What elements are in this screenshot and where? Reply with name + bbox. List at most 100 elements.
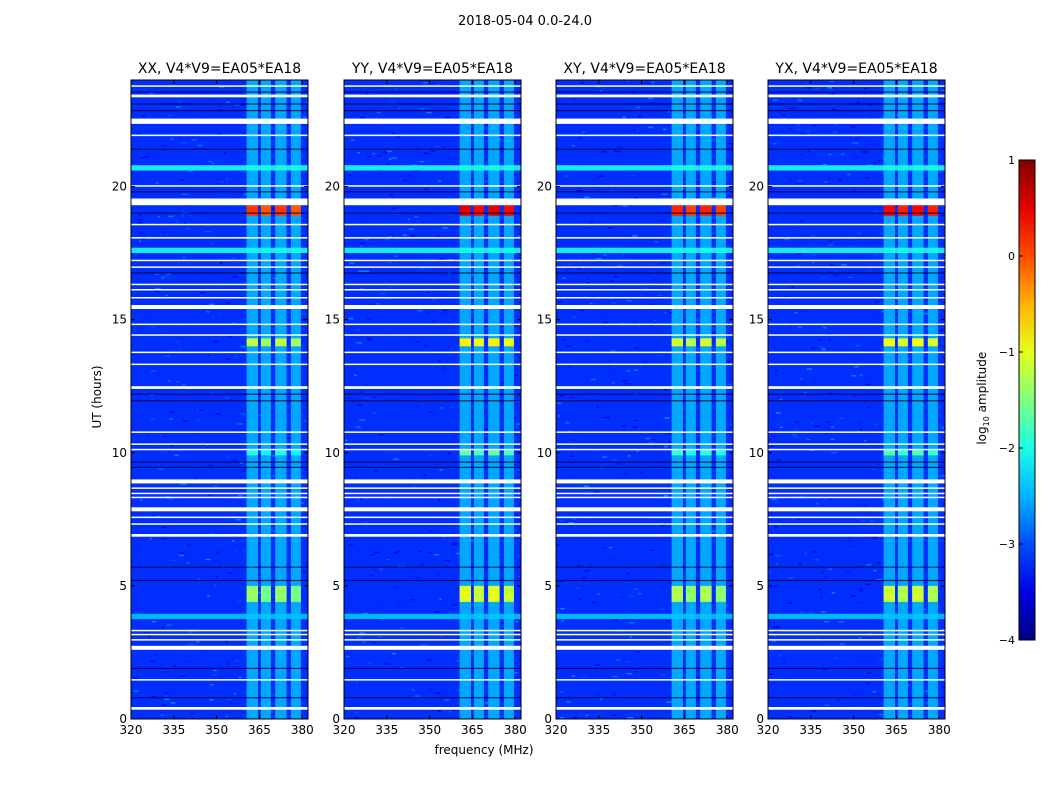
flagged-row bbox=[556, 431, 733, 433]
noise-speck bbox=[410, 599, 416, 601]
noise-speck bbox=[824, 576, 827, 579]
broadband-event-0 bbox=[768, 247, 945, 253]
noise-speck bbox=[139, 232, 145, 235]
flagged-row bbox=[768, 523, 945, 525]
flagged-row bbox=[131, 492, 308, 495]
noise-speck bbox=[380, 292, 386, 295]
noise-speck bbox=[665, 253, 671, 255]
noise-speck bbox=[599, 698, 603, 700]
y-tick-label: 20 bbox=[537, 180, 552, 194]
noise-speck bbox=[155, 182, 160, 184]
noise-speck bbox=[225, 715, 228, 717]
noise-speck bbox=[456, 267, 461, 269]
noise-speck bbox=[571, 675, 576, 677]
noise-speck bbox=[667, 582, 673, 584]
flagged-row bbox=[556, 259, 733, 262]
rfi-band-0 bbox=[883, 80, 895, 719]
noise-speck bbox=[442, 309, 448, 311]
colorbar-tick-label: −2 bbox=[999, 442, 1015, 455]
noise-speck bbox=[711, 181, 717, 184]
noise-speck bbox=[258, 197, 264, 199]
noise-speck bbox=[196, 419, 202, 421]
noise-speck bbox=[806, 368, 812, 370]
noise-speck bbox=[213, 340, 218, 343]
noise-speck bbox=[583, 133, 586, 136]
noise-speck bbox=[412, 333, 415, 335]
noise-speck bbox=[869, 632, 873, 635]
noise-speck bbox=[597, 593, 600, 595]
noise-speck bbox=[457, 689, 461, 691]
noise-speck bbox=[205, 558, 211, 561]
flagged-row bbox=[131, 516, 308, 519]
noise-speck bbox=[175, 341, 180, 343]
rfi-block bbox=[897, 205, 908, 216]
broadband-event-2 bbox=[344, 613, 521, 620]
x-tick-label: 380 bbox=[716, 723, 739, 737]
noise-speck bbox=[455, 552, 462, 555]
flagged-row bbox=[768, 198, 945, 206]
noise-speck bbox=[813, 290, 817, 292]
noise-speck bbox=[146, 563, 152, 566]
noise-speck bbox=[354, 716, 359, 719]
noise-speck bbox=[366, 156, 371, 158]
noise-speck bbox=[894, 468, 900, 470]
flagged-row bbox=[768, 633, 945, 636]
flagged-row bbox=[131, 534, 308, 537]
x-tick-label: 350 bbox=[842, 723, 865, 737]
flagged-row bbox=[344, 443, 521, 445]
noise-speck bbox=[858, 637, 862, 639]
flagged-row bbox=[556, 516, 733, 519]
noise-speck bbox=[817, 176, 821, 178]
noise-speck bbox=[621, 380, 628, 382]
noise-speck bbox=[590, 221, 594, 223]
noise-speck bbox=[851, 375, 856, 377]
noise-speck bbox=[829, 454, 832, 456]
noise-speck bbox=[161, 231, 166, 233]
flagged-row bbox=[131, 479, 308, 484]
flagged-row bbox=[768, 94, 945, 98]
rfi-band-0 bbox=[246, 80, 258, 719]
flagged-row bbox=[131, 323, 308, 326]
noise-speck bbox=[174, 454, 179, 456]
noise-speck bbox=[357, 404, 362, 407]
noise-speck bbox=[398, 565, 401, 568]
dark-line bbox=[344, 461, 521, 463]
flagged-row bbox=[131, 305, 308, 309]
noise-speck bbox=[586, 277, 589, 280]
noise-speck bbox=[205, 446, 209, 448]
noise-speck bbox=[867, 672, 872, 674]
noise-speck bbox=[161, 526, 167, 528]
noise-speck bbox=[859, 374, 864, 376]
noise-speck bbox=[796, 265, 801, 267]
noise-speck bbox=[391, 157, 397, 159]
noise-speck bbox=[616, 659, 621, 661]
noise-speck bbox=[455, 659, 460, 662]
rfi-block bbox=[459, 338, 471, 347]
noise-speck bbox=[270, 437, 276, 439]
noise-speck bbox=[567, 430, 572, 433]
noise-speck bbox=[596, 406, 599, 408]
noise-speck bbox=[389, 286, 394, 289]
colorbar-tick-label: −4 bbox=[999, 634, 1015, 647]
noise-speck bbox=[439, 407, 444, 409]
noise-speck bbox=[615, 594, 621, 596]
noise-speck bbox=[395, 550, 400, 553]
noise-speck bbox=[237, 423, 243, 425]
noise-speck bbox=[411, 164, 417, 166]
rfi-band-2 bbox=[700, 80, 712, 719]
noise-speck bbox=[876, 578, 882, 581]
noise-speck bbox=[381, 607, 386, 609]
noise-speck bbox=[214, 560, 221, 562]
noise-speck bbox=[582, 131, 585, 134]
dark-line bbox=[556, 148, 733, 150]
noise-speck bbox=[420, 267, 426, 270]
noise-speck bbox=[630, 175, 636, 177]
flagged-row bbox=[344, 185, 521, 187]
noise-speck bbox=[768, 673, 774, 676]
noise-speck bbox=[239, 462, 243, 464]
noise-speck bbox=[377, 155, 382, 157]
x-tick-label: 320 bbox=[545, 723, 568, 737]
noise-speck bbox=[628, 622, 635, 624]
noise-speck bbox=[196, 525, 200, 527]
noise-speck bbox=[234, 550, 238, 552]
